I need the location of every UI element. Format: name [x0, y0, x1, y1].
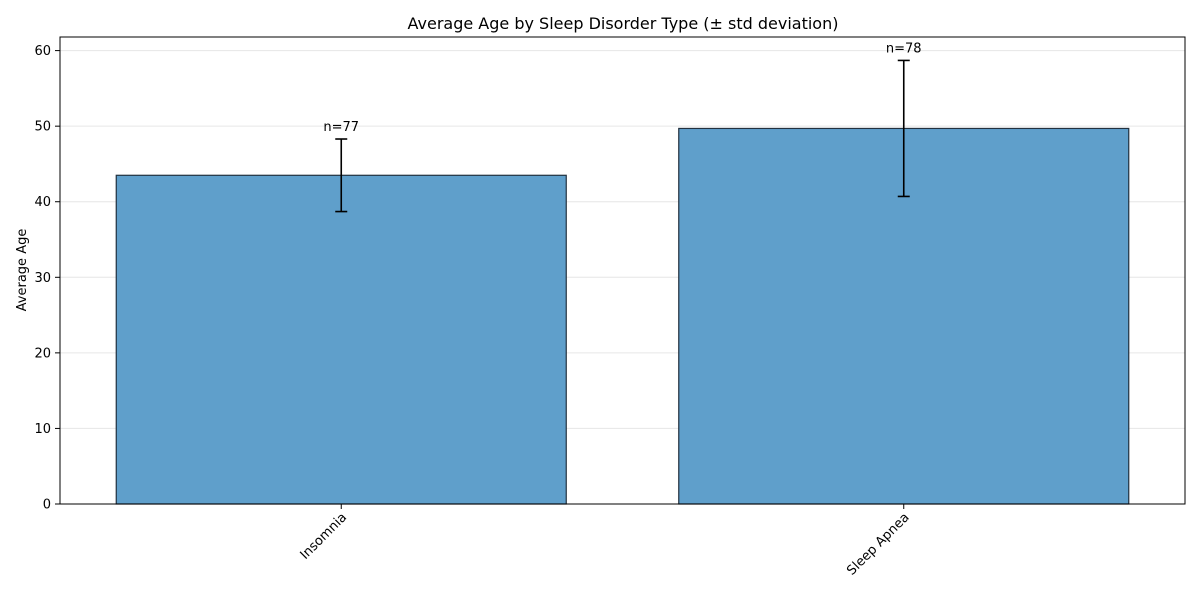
x-tick-label: Sleep Apnea	[844, 510, 912, 578]
bar-count-label: n=77	[323, 120, 359, 135]
y-tick-label: 60	[34, 44, 51, 59]
plot-frame	[59, 36, 1186, 505]
x-ticks: Insomnia Sleep Apnea	[298, 504, 913, 579]
error-bar	[897, 59, 910, 198]
axes	[59, 36, 1186, 505]
bars	[115, 127, 1130, 505]
y-tick-label: 10	[34, 422, 51, 437]
y-tick-label: 20	[34, 346, 51, 361]
y-tick-label: 30	[34, 271, 51, 286]
error-bars	[335, 59, 910, 213]
bar	[115, 174, 567, 505]
bar-annotations: n=77 n=78	[323, 41, 921, 135]
chart-title: Average Age by Sleep Disorder Type (± st…	[408, 14, 839, 33]
y-tick-label: 50	[34, 120, 51, 135]
y-tick-label: 0	[43, 498, 51, 513]
y-ticks: 0 10 20 30 40 50 60	[34, 44, 60, 513]
y-tick-label: 40	[34, 195, 51, 210]
error-bar	[335, 138, 348, 213]
bar-count-label: n=78	[886, 41, 922, 56]
x-tick-label: Insomnia	[298, 510, 351, 563]
y-axis-label: Average Age	[15, 229, 30, 312]
